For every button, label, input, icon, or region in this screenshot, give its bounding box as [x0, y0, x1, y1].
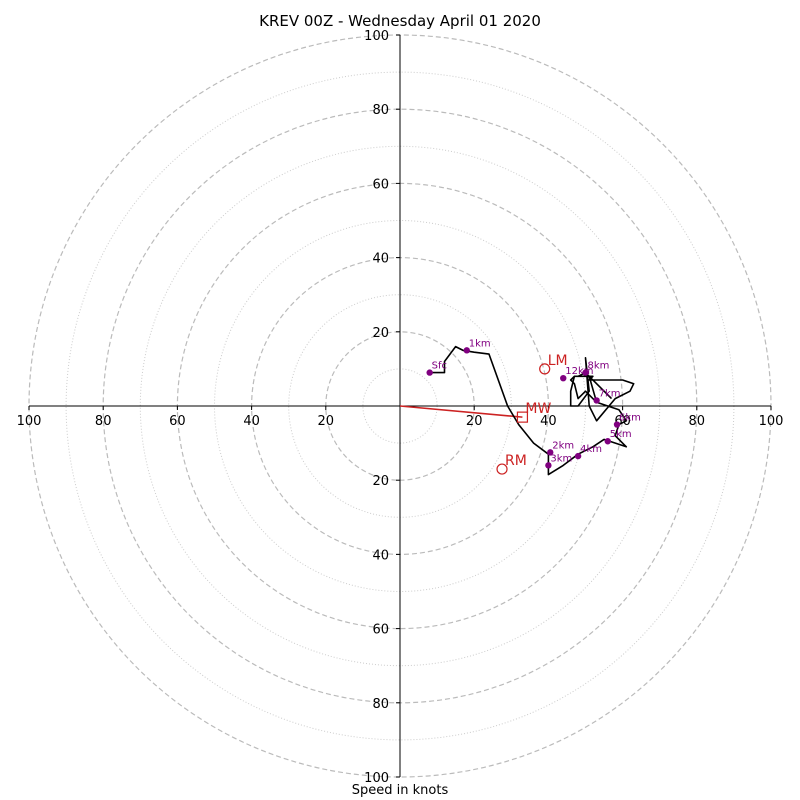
- height-marker-point: [613, 421, 621, 428]
- y-tick-label: 80: [372, 697, 389, 712]
- height-marker-point: [463, 347, 470, 354]
- x-tick-label: 100: [17, 414, 42, 429]
- x-tick-label: 20: [318, 414, 335, 429]
- x-axis-label: Speed in knots: [351, 783, 449, 798]
- height-marker-label: 12km: [565, 366, 593, 377]
- y-tick-label: 100: [364, 771, 389, 786]
- height-marker-label: 2km: [552, 440, 574, 451]
- height-marker-label: 1km: [469, 338, 491, 349]
- height-marker-point: [426, 369, 433, 376]
- y-tick-label: 80: [372, 103, 389, 118]
- x-tick-label: 60: [169, 414, 186, 429]
- height-marker-point: [574, 452, 582, 460]
- x-tick-label: 80: [95, 414, 112, 429]
- height-marker-point: [545, 462, 552, 469]
- x-tick-label: 40: [243, 414, 260, 429]
- height-marker-point: [582, 369, 589, 376]
- height-marker-label: 3km: [550, 453, 572, 464]
- x-tick-label: 40: [540, 414, 557, 429]
- x-tick-label: 100: [759, 414, 784, 429]
- height-marker-label: 8km: [588, 361, 610, 372]
- storm-motion-label: LM: [548, 353, 568, 369]
- storm-motion-label: RM: [505, 453, 527, 469]
- storm-motion-marker: [539, 363, 551, 375]
- height-marker-label: 4km: [580, 444, 602, 455]
- y-tick-label: 20: [372, 474, 389, 489]
- storm-motion-markers: LM RM MW: [496, 353, 568, 475]
- x-tick-label: 20: [466, 414, 483, 429]
- y-ticks: 100 80 60 40 20 20 40 60 80 100: [364, 29, 400, 786]
- height-marker-point: [593, 397, 600, 404]
- y-tick-label: 60: [372, 177, 389, 192]
- x-tick-label: 80: [689, 414, 706, 429]
- y-tick-label: 60: [372, 623, 389, 638]
- storm-vector-group: [399, 405, 523, 418]
- storm-motion-marker: [496, 463, 508, 475]
- y-tick-label: 40: [372, 548, 389, 563]
- height-marker-point: [604, 438, 611, 445]
- y-tick-label: 20: [372, 326, 389, 341]
- height-marker-label: 6km: [619, 413, 641, 424]
- x-ticks: 100 80 60 40 20 20 40 60 80 100: [17, 406, 784, 429]
- chart-title: KREV 00Z - Wednesday April 01 2020: [259, 12, 541, 30]
- y-tick-label: 100: [364, 29, 389, 44]
- height-marker-point: [560, 374, 567, 382]
- height-marker-label: 5km: [610, 429, 632, 440]
- storm-motion-label: MW: [525, 401, 551, 417]
- y-tick-label: 40: [372, 252, 389, 267]
- storm-motion-vector: [399, 405, 523, 418]
- height-marker-label: Sfc: [432, 361, 447, 372]
- height-marker-label: 7km: [599, 388, 621, 399]
- height-marker-point: [547, 449, 554, 456]
- storm-motion-marker: [516, 411, 529, 423]
